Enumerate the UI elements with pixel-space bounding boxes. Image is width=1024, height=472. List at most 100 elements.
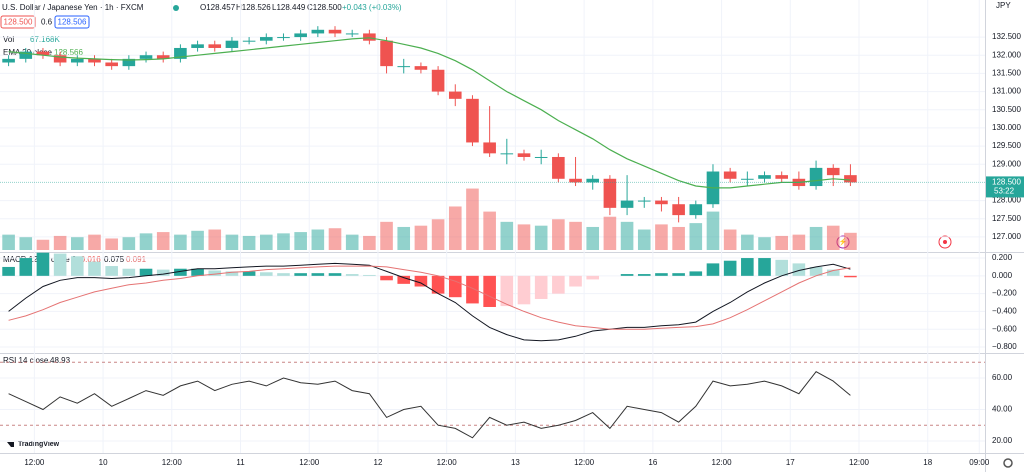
volume-bar [36, 239, 50, 250]
volume-bar [294, 232, 307, 250]
candle-body [225, 40, 239, 48]
volume-bar [500, 221, 514, 250]
histogram-bar [363, 274, 376, 276]
volume-bar [88, 234, 101, 250]
spread: 0.6 [41, 18, 53, 27]
ask-box[interactable] [54, 15, 90, 29]
y-tick-label: 0.200 [992, 253, 1013, 262]
candle-body [758, 175, 771, 179]
volume-bar [569, 221, 582, 250]
x-tick-label: 11 [236, 458, 245, 467]
candle-body [139, 55, 153, 59]
histogram-bar [139, 268, 153, 276]
x-tick-label: 12 [374, 458, 383, 467]
candle-body [294, 33, 307, 38]
histogram-bar [775, 259, 788, 276]
last-price: 128.500 [992, 178, 1021, 187]
candle-body [380, 40, 393, 67]
histogram-bar [328, 273, 342, 276]
y-tick-label: 20.00 [992, 436, 1013, 445]
candle-body [466, 98, 479, 143]
rsi-value: 48.93 [50, 356, 71, 365]
y-tick-label: 127.000 [992, 232, 1021, 241]
histogram-bar [259, 272, 273, 276]
candle-body [620, 200, 634, 208]
change: +0.043 (+0.03%) [342, 3, 402, 12]
currency[interactable]: JPY [996, 1, 1011, 10]
y-tick-label: 132.000 [992, 50, 1021, 59]
histogram-bar [122, 268, 136, 276]
last-price-tag [986, 176, 1024, 198]
volume-bar [517, 224, 531, 250]
x-tick-label: 09:00 [969, 458, 990, 467]
volume-bar [345, 234, 359, 250]
volume-bar [191, 230, 204, 250]
histogram-bar [105, 266, 118, 276]
histogram-bar [620, 274, 634, 276]
histogram-bar [809, 266, 823, 276]
macd-hist-value: −0.016 [76, 255, 101, 264]
candle-body [414, 66, 428, 70]
histogram-bar [500, 275, 514, 307]
logo: TradingView [18, 441, 60, 448]
x-tick-label: 12:00 [162, 458, 183, 467]
histogram-bar [242, 271, 256, 276]
volume-bar [483, 211, 496, 250]
macd-line [8, 262, 851, 342]
y-tick-label: 129.000 [992, 159, 1021, 168]
x-tick-label: 10 [99, 458, 108, 467]
ask[interactable]: 128.506 [58, 18, 87, 27]
x-tick-label: 17 [786, 458, 795, 467]
histogram-bar [88, 261, 101, 276]
volume-bar [380, 221, 393, 250]
y-tick-label: −0.200 [992, 289, 1017, 298]
volume-bar [174, 234, 187, 250]
histogram-bar [758, 258, 771, 276]
histogram-bar [534, 275, 548, 299]
x-tick-label: 12:00 [712, 458, 733, 467]
x-tick-label: 12:00 [574, 458, 595, 467]
ema-line [8, 37, 851, 189]
y-tick-label: −0.800 [992, 342, 1017, 351]
candle-body [655, 200, 668, 205]
volume-bar [637, 229, 651, 250]
histogram-bar [208, 270, 222, 276]
volume-bar [259, 234, 273, 250]
histogram-bar [844, 275, 857, 278]
histogram-bar [792, 263, 806, 276]
histogram-bar [2, 266, 15, 276]
candle-body [328, 29, 342, 34]
candle-body [637, 200, 651, 202]
histogram-bar [414, 275, 428, 287]
y-tick-label: 131.500 [992, 69, 1021, 78]
histogram-bar [431, 275, 445, 294]
y-tick-label: 132.500 [992, 32, 1021, 41]
histogram-bar [672, 273, 685, 276]
x-tick-label: 13 [511, 458, 520, 467]
histogram-bar [397, 275, 411, 284]
ohlc-high: H128.526 [236, 3, 271, 12]
macd-value: 0.075 [104, 255, 125, 264]
candle-body [672, 204, 685, 216]
histogram-bar [569, 275, 582, 287]
signal-line [8, 265, 851, 330]
candle-body [826, 167, 840, 176]
signal-value: 0.091 [126, 255, 147, 264]
histogram-bar [156, 269, 170, 276]
volume-bar [775, 235, 788, 250]
volume-bar [826, 225, 840, 250]
symbol: U.S. Dollar / Japanese Yen · 1h · FXCM [2, 3, 144, 12]
candle-body [2, 58, 15, 63]
volume-bar [706, 211, 720, 250]
x-tick-label: 12:00 [24, 458, 45, 467]
y-tick-label: 60.00 [992, 373, 1013, 382]
bid[interactable]: 128.500 [4, 18, 33, 27]
bid-box[interactable] [0, 15, 36, 29]
histogram-bar [483, 275, 496, 307]
volume-bar [603, 216, 617, 250]
y-tick-label: 131.000 [992, 87, 1021, 96]
candle-body [844, 175, 857, 183]
